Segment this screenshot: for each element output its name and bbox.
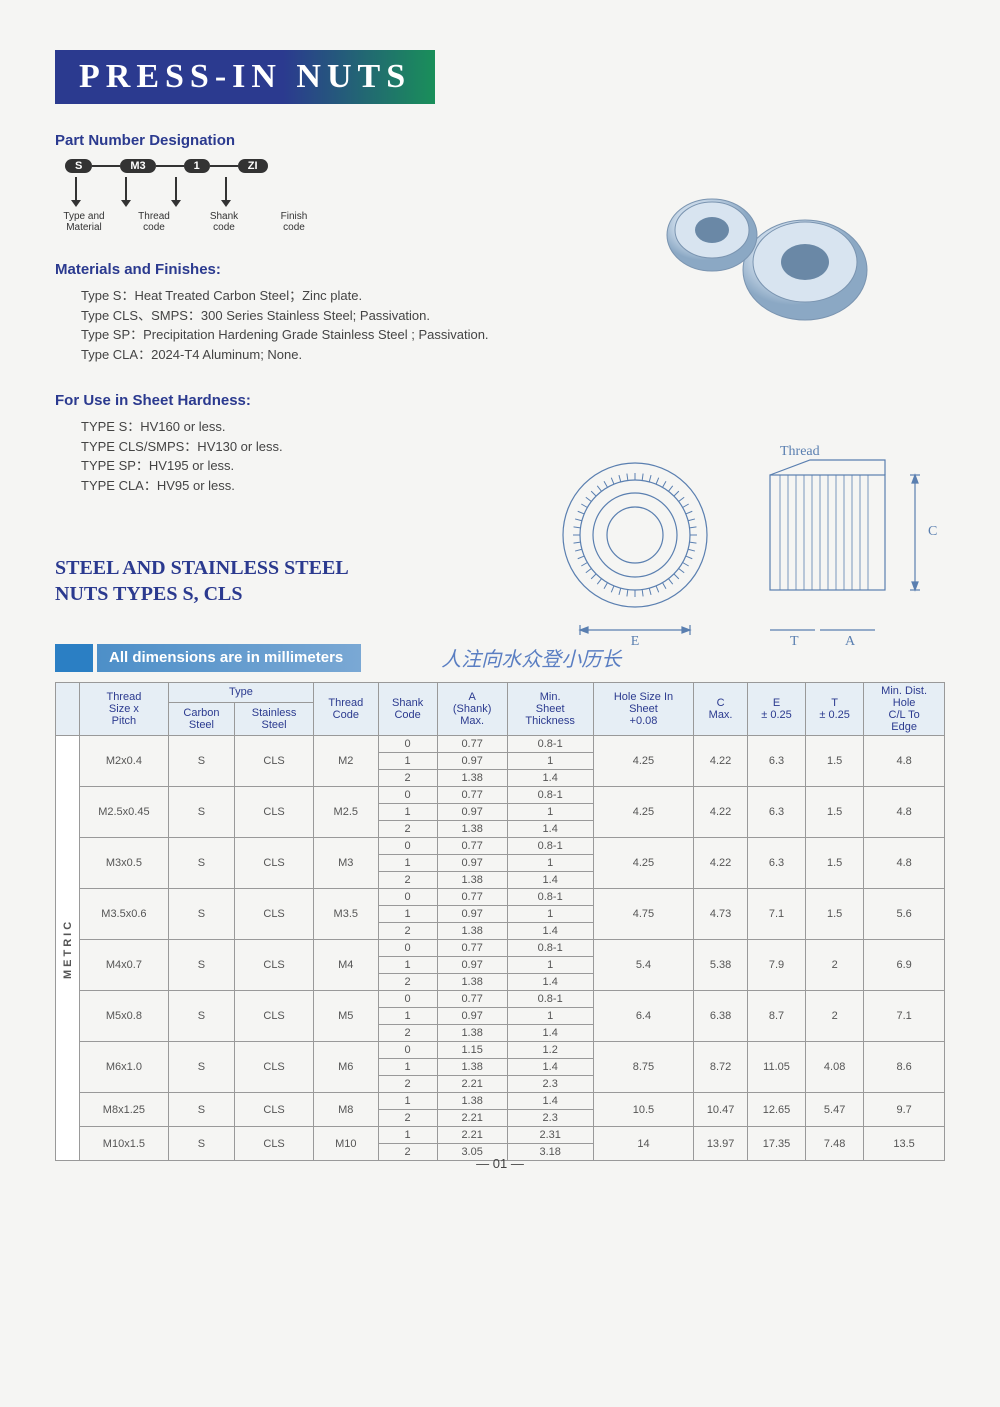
pn-label: Finish code (265, 211, 323, 233)
technical-diagrams: E Thread (540, 440, 940, 650)
pn-pill: M3 (120, 159, 155, 173)
pn-pill: ZI (238, 159, 268, 173)
pn-label: Type and Material (55, 211, 113, 233)
table-row: M3x0.5SCLSM300.770.8-14.254.226.31.54.8 (56, 838, 945, 855)
table-row: M3.5x0.6SCLSM3.500.770.8-14.754.737.11.5… (56, 889, 945, 906)
svg-text:T: T (790, 634, 799, 649)
th-thread-size: Thread Size x Pitch (80, 683, 169, 736)
product-photo (640, 180, 880, 340)
table-row: METRICM2x0.4SCLSM200.770.8-14.254.226.31… (56, 736, 945, 753)
svg-text:E: E (631, 634, 640, 649)
th-carbon: Carbon Steel (168, 702, 234, 735)
th-min-sheet: Min. Sheet Thickness (507, 683, 593, 736)
pn-label: Shank code (195, 211, 253, 233)
svg-text:Thread: Thread (780, 444, 820, 459)
pn-heading: Part Number Designation (55, 132, 945, 149)
table-row: M10x1.5SCLSM1012.212.311413.9717.357.481… (56, 1127, 945, 1144)
th-thread-code: Thread Code (314, 683, 379, 736)
pn-label: Thread code (125, 211, 183, 233)
page-number: — 01 — (476, 1156, 524, 1171)
table-row: M6x1.0SCLSM601.151.28.758.7211.054.088.6 (56, 1042, 945, 1059)
specs-table: Thread Size x Pitch Type Thread Code Sha… (55, 682, 945, 1161)
table-row: M2.5x0.45SCLSM2.500.770.8-14.254.226.31.… (56, 787, 945, 804)
svg-text:C: C (928, 524, 937, 539)
dims-banner-text: All dimensions are in millimeters (97, 644, 361, 672)
banner-accent (55, 644, 93, 672)
th-shank-code: Shank Code (378, 683, 437, 736)
th-c-max: C Max. (694, 683, 748, 736)
metric-side-label: METRIC (56, 736, 80, 1161)
th-stainless: Stainless Steel (235, 702, 314, 735)
th-hole-size: Hole Size In Sheet +0.08 (593, 683, 694, 736)
table-row: M5x0.8SCLSM500.770.8-16.46.388.727.1 (56, 991, 945, 1008)
table-row: M8x1.25SCLSM811.381.410.510.4712.655.479… (56, 1093, 945, 1110)
page-title: PRESS-IN NUTS (55, 50, 435, 104)
svg-text:A: A (845, 634, 856, 649)
th-a-shank: A (Shank) Max. (437, 683, 507, 736)
th-type: Type (168, 683, 313, 703)
pn-pill: 1 (184, 159, 210, 173)
pn-pill: S (65, 159, 92, 173)
hardness-heading: For Use in Sheet Hardness: (55, 392, 945, 409)
th-t-tol: T ± 0.25 (806, 683, 864, 736)
table-row: M4x0.7SCLSM400.770.8-15.45.387.926.9 (56, 940, 945, 957)
th-e-tol: E ± 0.25 (747, 683, 805, 736)
th-min-dist: Min. Dist. Hole C/L To Edge (864, 683, 945, 736)
